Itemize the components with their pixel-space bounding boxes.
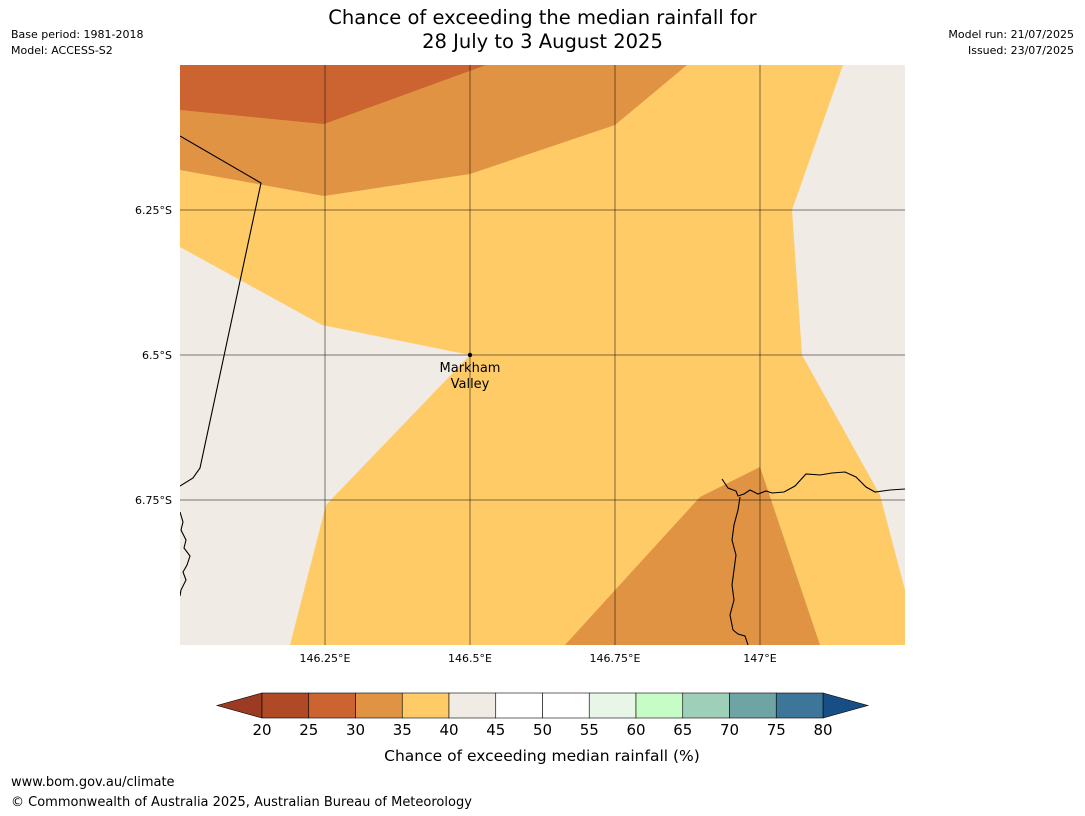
footer-copyright: © Commonwealth of Australia 2025, Austra… [11, 795, 472, 810]
footer-url[interactable]: www.bom.gov.au/climate [11, 775, 175, 790]
longitude-labels: 146.25°E 146.5°E 146.75°E 147°E [300, 652, 777, 665]
colorbar-tick-75: 75 [767, 721, 786, 739]
colorbar-tick-55: 55 [580, 721, 599, 739]
run-info: Model run: 21/07/2025 Issued: 23/07/2025 [948, 27, 1074, 59]
colorbar-tick-40: 40 [439, 721, 458, 739]
title-line-1: Chance of exceeding the median rainfall … [328, 6, 757, 29]
colorbar-tick-60: 60 [626, 721, 645, 739]
colorbar-tick-50: 50 [533, 721, 552, 739]
colorbar-segment-55-60 [588, 692, 637, 719]
colorbar-tick-65: 65 [673, 721, 692, 739]
probability-30-35-region-southeast [565, 467, 820, 645]
lon-label-146-75: 146.75°E [590, 652, 641, 665]
lat-label-6-75: 6.75°S [135, 494, 172, 507]
colorbar-segment-50-55 [542, 692, 590, 719]
lat-label-6-25: 6.25°S [135, 204, 172, 217]
place-label-line1: Markham [440, 361, 501, 376]
colorbar-segment-70-75 [729, 692, 777, 719]
colorbar-segment-30-35 [355, 692, 403, 719]
map-title: Chance of exceeding the median rainfall … [0, 6, 1085, 54]
probability-25-30-region [180, 65, 486, 124]
colorbar-tick-25: 25 [299, 721, 318, 739]
colorbar-label: Chance of exceeding median rainfall (%) [384, 747, 700, 765]
model-run-text: Model run: 21/07/2025 [948, 28, 1074, 41]
colorbar-segment-75-80 [775, 692, 824, 719]
lon-label-146-25: 146.25°E [300, 652, 351, 665]
colorbar: 20 25 30 35 40 45 50 55 60 65 70 75 80 [215, 692, 870, 739]
place-label-line2: Valley [451, 377, 490, 392]
latitude-labels: 6.25°S 6.5°S 6.75°S [135, 204, 172, 507]
colorbar-tick-30: 30 [346, 721, 365, 739]
colorbar-segment-35-40 [401, 692, 450, 719]
lat-label-6-5: 6.5°S [142, 349, 172, 362]
colorbar-segment-25-30 [308, 692, 356, 719]
colorbar-segment-60-65 [635, 692, 684, 719]
colorbar-tick-45: 45 [486, 721, 505, 739]
colorbar-tick-80: 80 [813, 721, 832, 739]
colorbar-segment-45-50 [495, 692, 543, 719]
map-panel [180, 65, 905, 645]
colorbar-segment-20-25 [261, 692, 310, 719]
colorbar-tick-35: 35 [393, 721, 412, 739]
base-period-text: Base period: 1981-2018 [11, 28, 144, 41]
colorbar-tick-20: 20 [252, 721, 271, 739]
colorbar-over-arrow [822, 692, 870, 719]
colorbar-segment-40-45 [448, 692, 497, 719]
title-line-2: 28 July to 3 August 2025 [422, 30, 663, 53]
model-text: Model: ACCESS-S2 [11, 44, 113, 57]
model-info: Base period: 1981-2018 Model: ACCESS-S2 [11, 27, 143, 59]
markham-valley-marker [467, 352, 473, 358]
issued-text: Issued: 23/07/2025 [967, 44, 1074, 57]
colorbar-segment-65-70 [682, 692, 730, 719]
lon-label-147: 147°E [743, 652, 776, 665]
coastline-and-borders [180, 135, 905, 645]
lon-label-146-5: 146.5°E [448, 652, 492, 665]
colorbar-tick-70: 70 [720, 721, 739, 739]
colorbar-under-arrow [215, 692, 263, 719]
